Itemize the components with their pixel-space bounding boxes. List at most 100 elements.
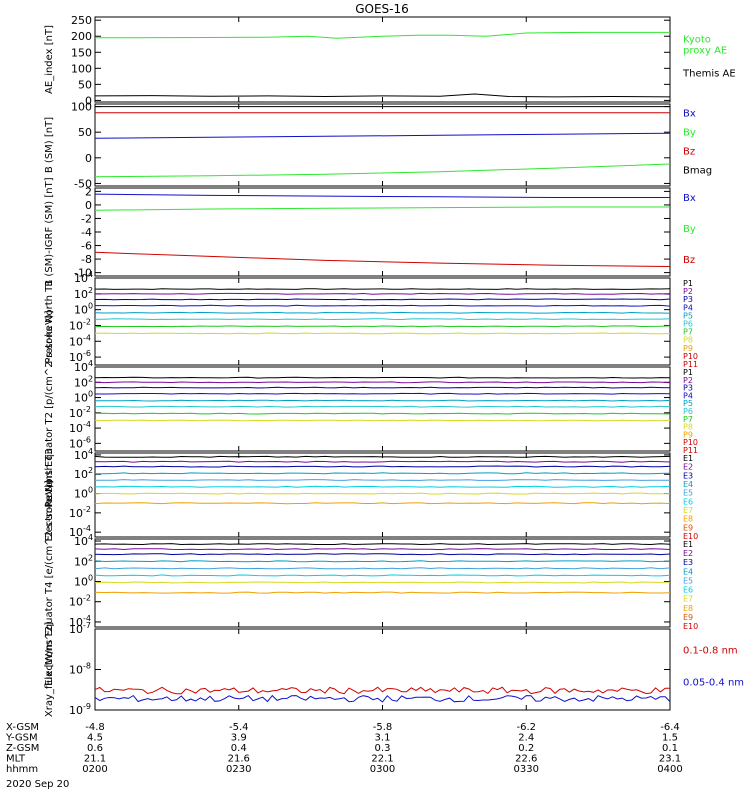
series-line-e1 <box>94 455 671 458</box>
y-tick-label: 50 <box>78 126 92 139</box>
y-tick-label: 104 <box>74 270 93 285</box>
y-tick-label: 250 <box>71 14 92 27</box>
y-tick-label: 10-2 <box>69 594 91 609</box>
y-tick-label: 100 <box>74 390 93 405</box>
y-tick-label: 10-8 <box>69 662 91 677</box>
ephemeris-table: X-GSM -4.8 -5.4 -5.8 -6.2 -6.4 Y-GSM 4.5 3.9 3.1 2… <box>5 722 683 775</box>
ephemeris-value: 22.1 <box>371 754 393 765</box>
legend-channel: E2 <box>683 463 693 472</box>
legend-channel: P2 <box>683 376 693 385</box>
series-line-bx <box>94 193 670 198</box>
ephemeris-label: X-GSM <box>6 722 39 733</box>
y-tick-label: 10-4 <box>69 524 91 539</box>
ephemeris-value: 3.1 <box>375 733 391 744</box>
ephemeris-value: 23.1 <box>659 754 681 765</box>
series-line-p3 <box>94 298 671 301</box>
y-tick-label: -8 <box>81 253 92 266</box>
series-line-p4 <box>95 392 671 395</box>
ephemeris-value: 0230 <box>226 764 251 775</box>
y-tick-label: 102 <box>74 466 93 481</box>
legend-channel: P9 <box>683 430 693 439</box>
series-line-p6 <box>95 318 671 321</box>
ephemeris-value: -6.2 <box>516 722 536 733</box>
legend-channel: P4 <box>683 391 693 400</box>
y-tick-label: 10-2 <box>69 317 91 332</box>
y-tick-label: -50 <box>74 177 92 190</box>
legend-channel: P7 <box>683 328 693 337</box>
panel-frame <box>94 366 671 452</box>
y-axis-label: Xray_flux [W/m^2] <box>44 622 55 717</box>
legend-channel: P3 <box>683 295 693 304</box>
y-tick-label: 100 <box>74 573 93 588</box>
series-line-e8 <box>94 502 671 505</box>
legend-channel: P4 <box>683 303 693 312</box>
y-tick-label: 10-2 <box>69 505 91 520</box>
legend-channel: P11 <box>683 446 698 455</box>
series-line-0-05-0-4-nm <box>94 694 671 703</box>
series-line-p2 <box>94 292 671 295</box>
y-axis-label: B (SM)-IGRF (SM) [nT] <box>44 177 55 286</box>
y-tick-label: 100 <box>71 101 92 114</box>
series-line-p1 <box>94 288 671 290</box>
legend-channel: P7 <box>683 415 693 424</box>
legend-channel: E2 <box>683 549 693 558</box>
ephemeris-label: hhmm <box>6 764 38 775</box>
series-line-p3 <box>94 386 671 389</box>
ephemeris-value: 0200 <box>82 764 107 775</box>
series-line-p7 <box>94 325 671 328</box>
y-axis-label: AE_index [nT] <box>44 25 55 94</box>
legend-channel: E9 <box>683 523 693 532</box>
legend-channel: P1 <box>683 368 693 377</box>
panel-frame <box>94 187 671 277</box>
y-tick-label: -4 <box>81 226 92 239</box>
ephemeris-value: -5.4 <box>229 722 249 733</box>
legend-channel: E7 <box>683 506 693 515</box>
y-tick-label: 10-6 <box>69 349 91 364</box>
ephemeris-value: -4.8 <box>85 722 105 733</box>
y-tick-label: 104 <box>74 533 93 548</box>
ephemeris-value: 1.5 <box>662 733 678 744</box>
y-tick-label: -6 <box>81 240 92 253</box>
legend-channel: E1 <box>683 454 693 463</box>
panel-frame <box>94 103 671 187</box>
y-tick-label: 2 <box>85 185 92 198</box>
ephemeris-value: -6.4 <box>660 722 680 733</box>
y-axis-label: Electrons North T3 <box>44 448 55 541</box>
panel-frame <box>94 277 671 366</box>
series-line-by <box>94 206 670 211</box>
ephemeris-value: 0.4 <box>231 743 247 754</box>
series-line-kyoto-proxy-ae <box>94 31 670 39</box>
legend-channel: P5 <box>683 399 693 408</box>
y-tick-label: 100 <box>74 486 93 501</box>
series-line-e4 <box>95 472 671 475</box>
series-line-e3 <box>94 553 671 556</box>
legend-channel: E5 <box>683 489 693 498</box>
y-tick-label: 10-6 <box>69 435 91 450</box>
ephemeris-value: 4.5 <box>87 733 103 744</box>
ephemeris-value: 2.4 <box>518 733 534 744</box>
legend-channel: E3 <box>683 471 693 480</box>
legend-label: Bz <box>683 255 695 266</box>
ephemeris-value: 0.3 <box>375 743 391 754</box>
legend-channel: E4 <box>683 567 693 576</box>
y-tick-label: 100 <box>74 302 93 317</box>
legend-channel: P1 <box>683 279 693 288</box>
legend-label: Bx <box>683 108 696 119</box>
legend-channel: E3 <box>683 558 693 567</box>
legend-channel: P10 <box>683 438 698 447</box>
legend-label: By <box>683 127 696 138</box>
ephemeris-label: Z-GSM <box>6 743 39 754</box>
y-tick-label: 10-7 <box>69 621 91 636</box>
ephemeris-value: 0330 <box>514 764 539 775</box>
ephemeris-value: 0400 <box>657 764 682 775</box>
legend-channel: E5 <box>683 576 693 585</box>
ephemeris-label: Y-GSM <box>5 733 38 744</box>
series-line-p8 <box>94 332 671 335</box>
legend-label: Bz <box>683 147 695 158</box>
y-tick-label: 102 <box>74 286 93 301</box>
legend-channel: P8 <box>683 423 693 432</box>
panel-frame <box>94 16 671 103</box>
legend-label: proxy AE <box>683 46 727 57</box>
